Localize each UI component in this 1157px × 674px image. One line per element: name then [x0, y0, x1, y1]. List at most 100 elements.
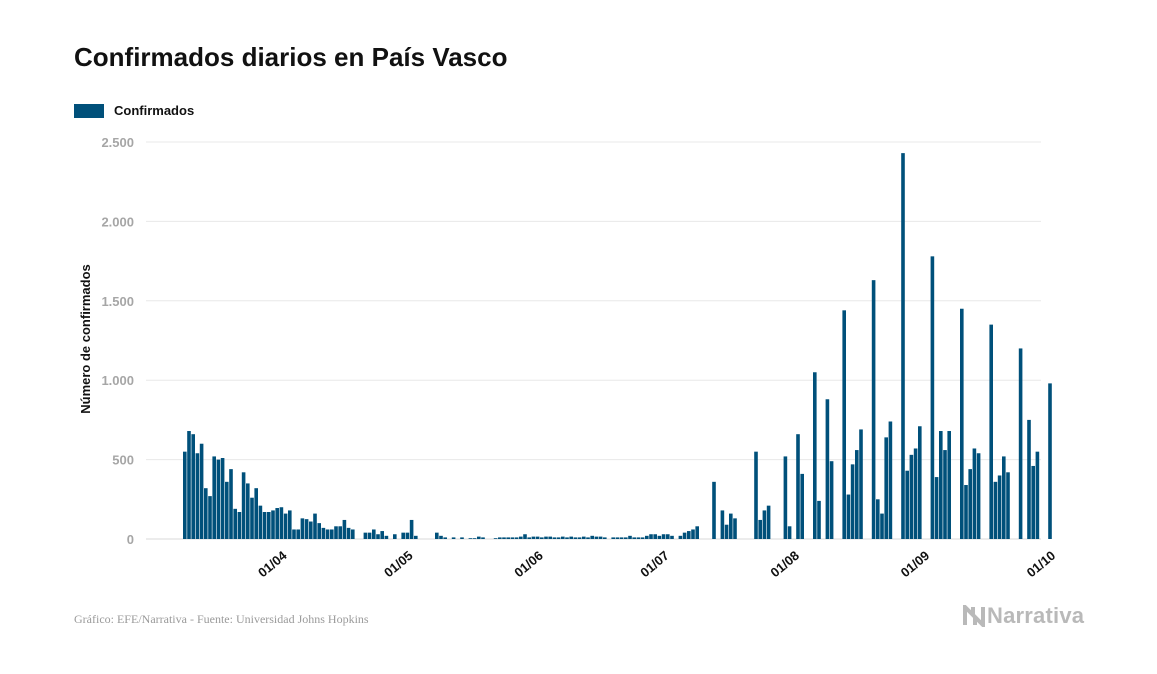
legend: Confirmados — [74, 103, 194, 118]
bar — [212, 456, 216, 539]
bar — [405, 532, 410, 539]
bar — [191, 434, 195, 539]
bar — [439, 535, 443, 539]
bar — [611, 537, 615, 539]
bar — [258, 505, 263, 539]
bar — [393, 534, 397, 539]
bar — [687, 531, 691, 539]
bar — [535, 536, 540, 539]
bar — [939, 431, 943, 539]
x-tick-label: 01/06 — [511, 548, 546, 580]
bar — [556, 537, 561, 539]
bar — [216, 459, 221, 539]
bar — [733, 518, 737, 539]
bar — [325, 529, 330, 539]
y-tick-label: 0 — [127, 532, 134, 547]
bar — [262, 512, 267, 539]
brand-logo: Narrativa — [963, 603, 1084, 629]
bar — [855, 450, 859, 539]
bar — [796, 434, 800, 539]
bar — [502, 537, 506, 539]
bar — [573, 537, 578, 539]
bar — [565, 537, 569, 539]
bar — [603, 537, 607, 539]
bar — [960, 308, 964, 539]
bar — [829, 461, 834, 539]
bar — [670, 535, 674, 539]
bar — [493, 538, 498, 539]
bar — [729, 513, 733, 539]
bar — [435, 532, 439, 539]
y-axis-ticks: 0 500 1.000 1.500 2.000 2.500 — [101, 135, 134, 547]
bar — [993, 481, 998, 539]
bar — [237, 512, 242, 539]
bar — [506, 537, 510, 539]
bar — [678, 535, 683, 539]
bar — [1048, 383, 1052, 539]
y-axis-label: Número de confirmados — [78, 264, 93, 414]
bar — [338, 526, 342, 539]
bar — [901, 153, 905, 539]
bar — [800, 473, 804, 539]
bar — [372, 529, 376, 539]
y-tick-label: 500 — [112, 453, 134, 468]
bar — [968, 469, 972, 539]
bar — [590, 535, 594, 539]
bar — [548, 536, 552, 539]
x-tick-label: 01/09 — [898, 548, 933, 580]
bar — [250, 497, 254, 539]
bar — [187, 431, 191, 539]
bar — [220, 458, 225, 539]
bar — [304, 519, 309, 539]
bar — [523, 534, 527, 539]
bar — [229, 469, 233, 539]
bar — [309, 521, 313, 539]
x-tick-label: 01/08 — [767, 548, 802, 580]
bar — [460, 537, 464, 539]
y-tick-label: 2.500 — [101, 135, 134, 150]
bar — [947, 431, 951, 539]
bar — [376, 534, 380, 539]
bar — [254, 488, 258, 539]
bar — [481, 537, 485, 539]
bar — [519, 536, 523, 539]
bar — [414, 535, 418, 539]
bar — [657, 535, 662, 539]
x-tick-label: 01/04 — [255, 547, 290, 580]
bar — [246, 483, 250, 539]
bar — [918, 426, 922, 539]
bar — [766, 505, 771, 539]
y-tick-label: 2.000 — [101, 214, 134, 229]
bar — [514, 537, 519, 539]
bar — [653, 534, 657, 539]
bar — [632, 537, 636, 539]
bar — [871, 280, 876, 539]
bar — [330, 529, 334, 539]
narrativa-logo-icon — [963, 605, 985, 627]
bar — [498, 537, 502, 539]
bar — [691, 529, 695, 539]
bar — [527, 537, 531, 539]
bar — [758, 519, 762, 539]
bar — [884, 437, 888, 539]
bar — [544, 536, 548, 539]
bar — [624, 537, 628, 539]
x-tick-label: 01/07 — [637, 548, 672, 580]
bar — [317, 523, 321, 539]
bar — [351, 529, 355, 539]
bar — [313, 513, 317, 539]
bar — [510, 537, 515, 539]
bar — [468, 538, 473, 539]
bar — [346, 527, 351, 539]
bar — [582, 536, 586, 539]
bar — [275, 508, 279, 539]
source-credit: Gráfico: EFE/Narrativa - Fuente: Univers… — [74, 612, 369, 626]
bar — [640, 537, 645, 539]
bar — [367, 532, 372, 539]
bar — [695, 526, 699, 539]
bar — [594, 536, 599, 539]
y-tick-label: 1.000 — [101, 373, 134, 388]
bar — [288, 510, 292, 539]
bar — [283, 513, 288, 539]
